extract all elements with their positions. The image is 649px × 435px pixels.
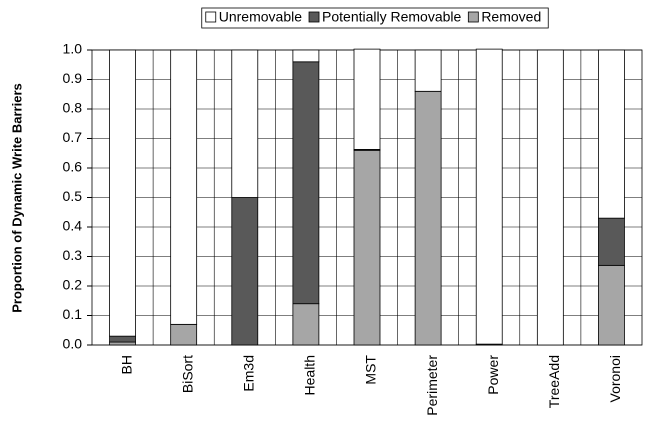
bar-segment [414,90,442,346]
bar-segment [109,49,136,337]
bar-segment [109,335,136,343]
x-tick-label: MST [363,355,379,385]
bar-segment [598,217,625,266]
bar-segment [598,264,625,346]
bar-segment [170,323,198,346]
bar-segment [231,197,259,346]
y-tick-label: 1.0 [63,41,83,57]
bar-segment [231,49,259,198]
x-tick-label: Power [485,355,501,395]
x-tick-label: BiSort [179,355,195,393]
x-tick-label: Health [302,355,318,395]
y-tick-label: 0.0 [63,336,83,352]
y-tick-label: 0.1 [63,306,83,322]
bar-segment [292,61,320,305]
x-tick-label: TreeAdd [546,355,562,408]
y-tick-label: 0.9 [63,70,83,86]
legend-box [201,7,549,29]
x-tick-label: Em3d [240,355,256,392]
legend-label: Potentially Removable [322,9,462,25]
y-tick-label: 0.5 [63,188,83,204]
x-tick-label: Perimeter [424,355,440,416]
bar-segment [536,49,564,346]
y-axis-label: Proportion of Dynamic Write Barriers [9,83,24,312]
y-tick-label: 0.8 [63,100,83,116]
x-tick-label: Voronoi [607,355,623,402]
y-tick-label: 0.2 [63,277,83,293]
y-tick-label: 0.7 [63,129,83,145]
legend-label: Unremovable [219,9,302,25]
legend-swatch [308,11,320,23]
bar-segment [598,49,625,219]
legend-swatch [467,11,479,23]
y-tick-label: 0.3 [63,247,83,263]
legend-swatch [205,11,217,23]
y-tick-label: 0.6 [63,159,83,175]
bar-segment [353,48,381,150]
bar-segment [414,49,442,92]
bar-segment [292,49,320,63]
y-tick-label: 0.4 [63,218,83,234]
bar-segment [292,303,320,346]
bar-segment [475,48,503,345]
bar-segment [109,341,136,346]
x-tick-label: BH [118,355,134,374]
legend-label: Removed [481,9,541,25]
bar-segment [353,149,381,346]
bar-segment [170,49,198,325]
